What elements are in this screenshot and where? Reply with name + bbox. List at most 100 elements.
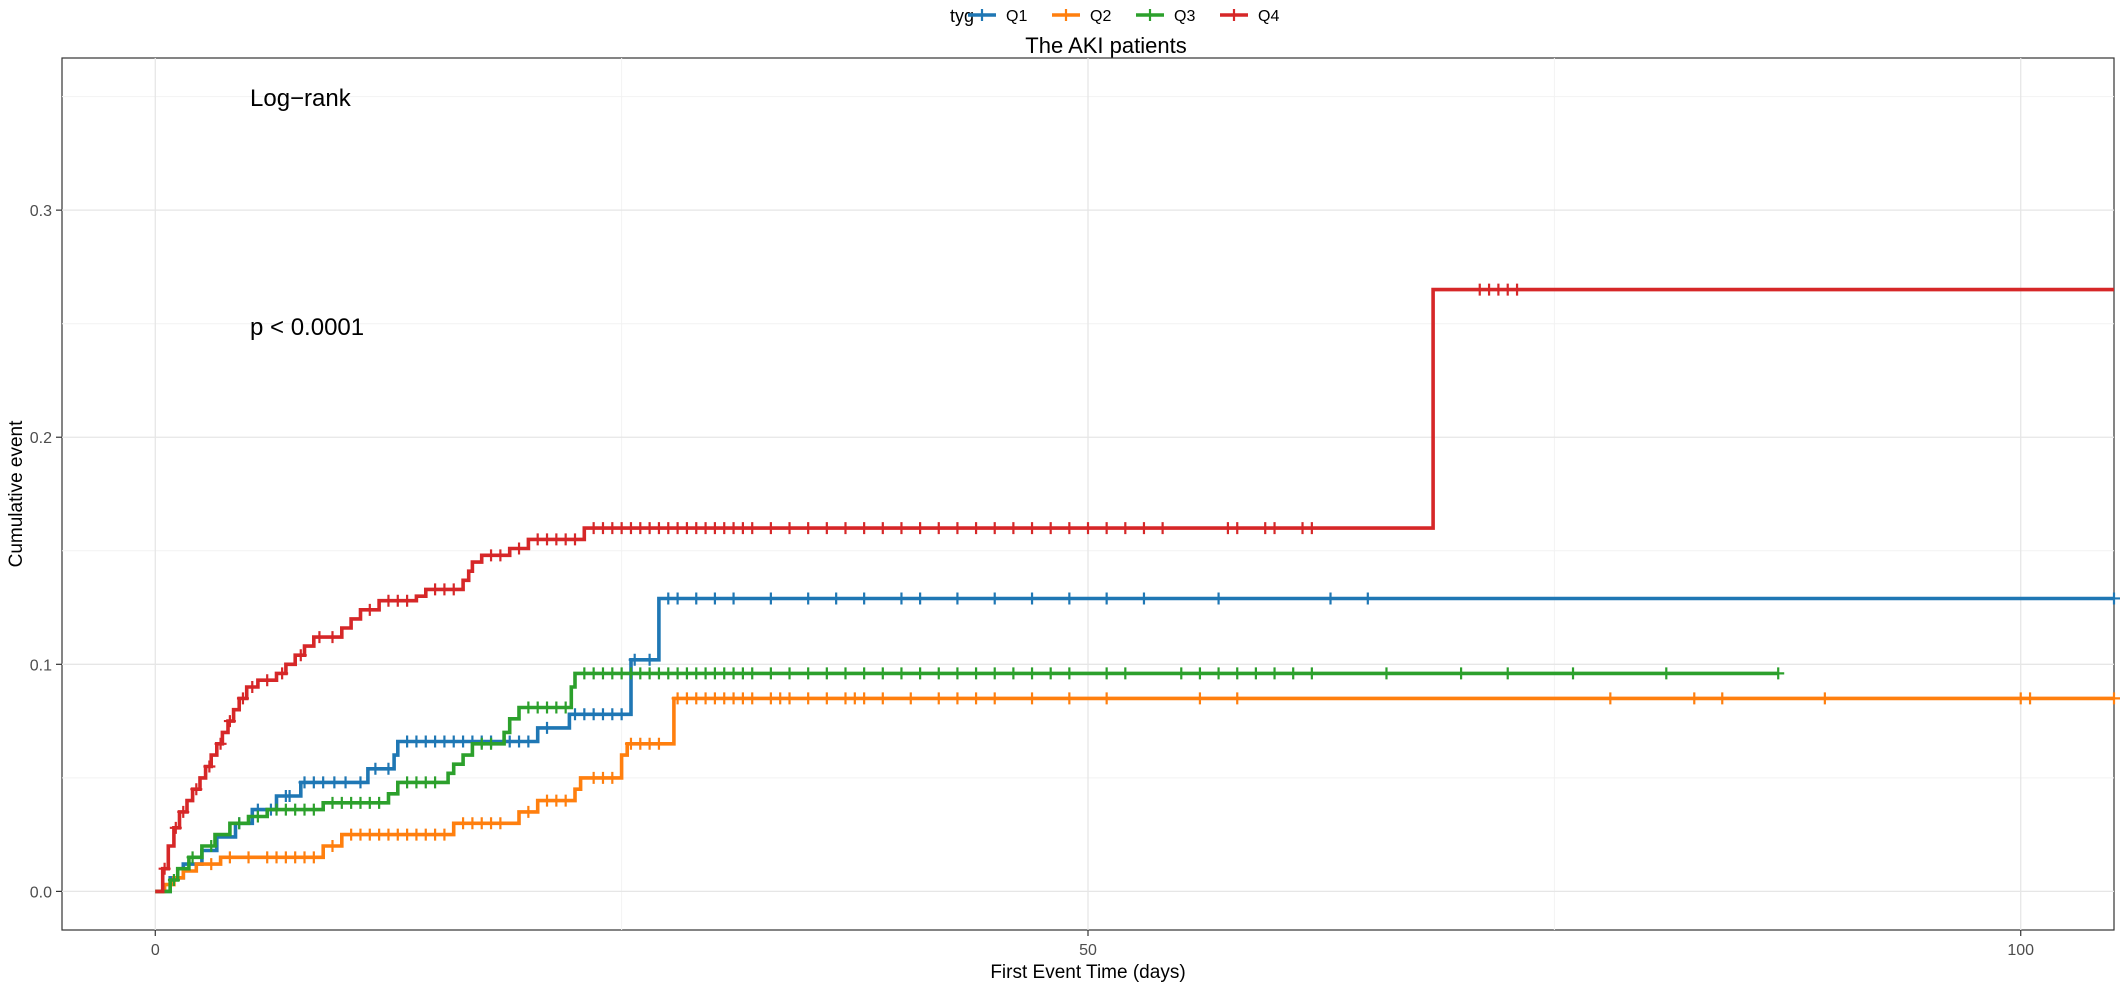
censor-mark-q4	[1007, 522, 1020, 535]
legend-swatch-mark	[1228, 9, 1240, 21]
censor-mark-q3	[429, 776, 442, 789]
censor-mark-q4	[313, 631, 326, 644]
censor-mark-q3	[876, 667, 889, 680]
series-group	[155, 283, 2120, 894]
legend-swatch-mark	[976, 9, 988, 21]
censor-mark-q4	[447, 583, 460, 596]
censor-mark-q2	[522, 805, 535, 818]
censor-mark-q3	[951, 667, 964, 680]
censor-mark-q3	[307, 803, 320, 816]
censor-mark-q3	[1193, 667, 1206, 680]
censor-mark-q4	[246, 681, 259, 694]
legend-item-q1: Q1	[968, 8, 1027, 25]
censor-mark-q1	[914, 592, 927, 605]
censor-mark-q4	[1268, 522, 1281, 535]
censor-mark-q4	[1137, 522, 1150, 535]
legend: tyg Q1 Q2 Q3 Q4	[950, 6, 1279, 26]
censor-mark-q2	[2024, 692, 2037, 705]
censor-mark-q4	[326, 631, 339, 644]
censor-mark-q2	[1716, 692, 1729, 705]
legend-item-q2: Q2	[1052, 8, 1111, 25]
censor-mark-q1	[951, 592, 964, 605]
censor-mark-q2	[438, 828, 451, 841]
censor-mark-q4	[988, 522, 1001, 535]
censor-mark-q3	[559, 701, 572, 714]
censor-mark-q2	[652, 737, 665, 750]
censor-mark-q3	[895, 667, 908, 680]
censor-mark-q3	[1007, 667, 1020, 680]
legend-label: Q3	[1174, 8, 1195, 25]
series-q1	[155, 592, 2120, 894]
y-tick-label: 0.0	[30, 884, 52, 901]
censor-mark-q3	[988, 667, 1001, 680]
censor-mark-q3	[1100, 667, 1113, 680]
series-line-q3	[155, 671, 1779, 894]
censor-mark-q4	[1026, 522, 1039, 535]
y-tick-label: 0.3	[30, 203, 52, 220]
series-q2	[155, 692, 2120, 894]
censor-mark-q1	[522, 735, 535, 748]
censor-mark-q2	[746, 692, 759, 705]
censor-mark-q1	[727, 592, 740, 605]
censor-mark-q1	[317, 776, 330, 789]
censor-mark-q2	[951, 692, 964, 705]
censor-mark-q1	[988, 592, 1001, 605]
censor-mark-q3	[1212, 667, 1225, 680]
censor-mark-q1	[764, 592, 777, 605]
censor-mark-q4	[1231, 522, 1244, 535]
censor-mark-q3	[205, 839, 218, 852]
censor-mark-q1	[628, 653, 641, 666]
censor-mark-q4	[932, 522, 945, 535]
chart-title: The AKI patients	[1025, 33, 1186, 58]
censor-mark-q4	[1044, 522, 1057, 535]
censor-mark-q4	[261, 674, 274, 687]
censor-mark-q3	[1044, 667, 1057, 680]
censor-mark-q3	[1175, 667, 1188, 680]
censor-mark-q3	[820, 667, 833, 680]
censor-mark-q3	[970, 667, 983, 680]
censor-mark-q3	[485, 737, 498, 750]
censor-mark-q4	[802, 522, 815, 535]
censor-mark-q1	[830, 592, 843, 605]
censor-mark-q3	[746, 667, 759, 680]
censor-mark-q1	[541, 721, 554, 734]
censor-mark-q1	[1063, 592, 1076, 605]
censor-mark-q3	[1026, 667, 1039, 680]
x-tick-label: 0	[151, 942, 160, 959]
legend-item-q4: Q4	[1220, 8, 1279, 25]
censor-mark-q4	[177, 805, 190, 818]
annotation-pvalue: p < 0.0001	[250, 314, 364, 341]
censor-mark-q3	[1567, 667, 1580, 680]
censor-mark-q1	[283, 790, 296, 803]
legend-label: Q2	[1090, 8, 1111, 25]
censor-mark-q3	[233, 817, 246, 830]
censor-mark-q4	[223, 715, 236, 728]
censor-mark-q4	[839, 522, 852, 535]
censor-mark-q3	[1231, 667, 1244, 680]
censor-mark-q4	[169, 821, 182, 834]
censor-mark-q4	[783, 522, 796, 535]
censor-mark-q1	[671, 592, 684, 605]
series-q3	[155, 667, 1785, 894]
censor-mark-q1	[802, 592, 815, 605]
censor-mark-q2	[1100, 692, 1113, 705]
series-line-q4	[155, 287, 2114, 894]
censor-mark-q1	[382, 762, 395, 775]
censor-mark-q4	[858, 522, 871, 535]
x-axis-label: First Event Time (days)	[990, 962, 1185, 983]
censor-mark-q4	[1156, 522, 1169, 535]
censor-mark-q4	[970, 522, 983, 535]
censor-mark-q4	[895, 522, 908, 535]
censor-mark-q2	[1193, 692, 1206, 705]
censor-mark-q3	[932, 667, 945, 680]
censor-mark-q4	[1082, 522, 1094, 535]
censor-mark-q4	[494, 549, 507, 562]
x-tick-label: 50	[1079, 942, 1097, 959]
censor-mark-q2	[783, 692, 796, 705]
censor-mark-q3	[167, 874, 180, 887]
censor-mark-q2	[802, 692, 815, 705]
censor-mark-q2	[858, 692, 871, 705]
censor-mark-q3	[373, 796, 386, 809]
censor-mark-q1	[328, 776, 341, 789]
censor-mark-q2	[2108, 692, 2120, 705]
